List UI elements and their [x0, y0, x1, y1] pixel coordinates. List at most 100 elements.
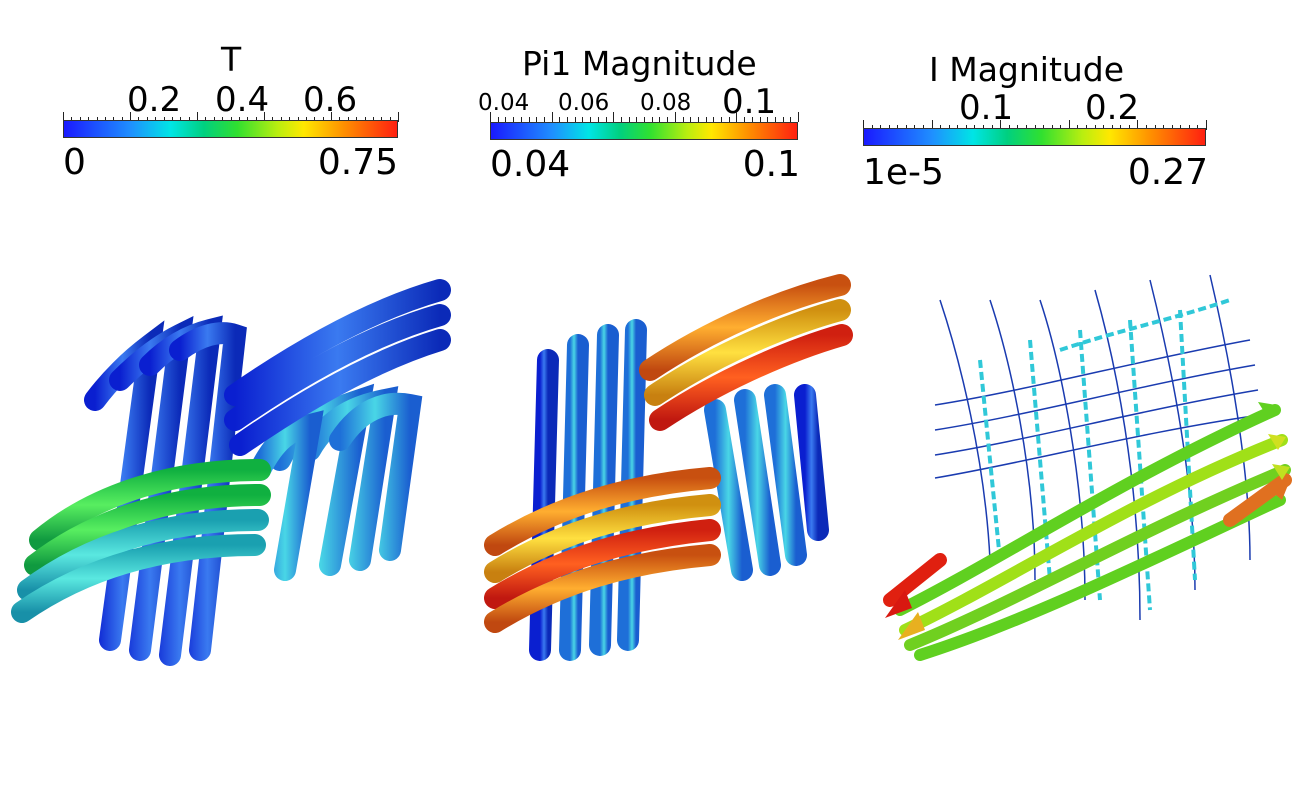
legend-tick: [744, 117, 746, 122]
legend-tick: [728, 117, 730, 122]
legend-top-label: 0.4: [215, 80, 270, 120]
color-bar: [863, 128, 1206, 146]
legend-top-label: 0.2: [127, 80, 182, 120]
legend-tick: [520, 117, 522, 122]
legend-tick: [171, 117, 173, 122]
legend-tick: [505, 117, 507, 122]
legend-tick: [628, 117, 630, 122]
legend-tick: [1163, 125, 1165, 130]
legend-tick: [96, 117, 98, 122]
legend-tick: [1145, 125, 1147, 130]
legend-tick: [297, 117, 299, 122]
legend-tick: [782, 117, 784, 122]
legend-tick: [1085, 125, 1087, 130]
legend-tick: [605, 117, 607, 122]
legend-tick: [948, 125, 950, 130]
legend-tick: [613, 112, 615, 122]
legend-tick: [130, 112, 131, 122]
legend-tick: [1197, 125, 1199, 130]
legend-tick: [71, 117, 73, 122]
legend-tick: [205, 117, 207, 122]
legend-tick: [1000, 120, 1002, 130]
legend-tick: [1051, 125, 1053, 130]
legend-tick: [490, 112, 491, 122]
panel-temperature: [11, 279, 451, 666]
weft-tubes-upper: [224, 279, 451, 456]
legend-min-label: 0.04: [490, 144, 571, 185]
legend-tick: [222, 117, 224, 122]
legend-tick: [690, 117, 692, 122]
legend-tick: [567, 117, 568, 122]
panel-i-magnitude: [883, 274, 1292, 661]
legend-tick: [897, 125, 899, 130]
legend-top-label: 0.08: [640, 90, 692, 116]
legend-tick: [1094, 125, 1096, 130]
legend-tick: [620, 117, 622, 122]
legend-tick: [1025, 125, 1027, 130]
legend-top-label: 0.2: [1085, 88, 1140, 128]
legend-tick: [923, 125, 925, 130]
legend-tick: [790, 117, 792, 122]
legend-tick: [1111, 125, 1113, 130]
legend-tick: [1017, 125, 1019, 130]
legend-tick: [289, 117, 291, 122]
legend-tick: [322, 117, 324, 122]
legend-tick: [213, 117, 215, 122]
legend-tick: [551, 112, 553, 122]
color-bar: [490, 122, 798, 140]
legend-tick: [1171, 125, 1173, 130]
legend-min-label: 0: [63, 142, 86, 183]
legend-top-label: 0.6: [303, 80, 358, 120]
legend-tick: [697, 117, 699, 122]
legend-tick: [759, 117, 761, 122]
legend-tick: [798, 112, 799, 122]
legend-tick: [991, 125, 993, 130]
legend-tick: [347, 117, 349, 122]
legend-tick: [1008, 125, 1010, 130]
legend-max-label: 0.27: [1127, 152, 1208, 193]
legend-tick: [774, 117, 776, 122]
legend-tick: [79, 117, 81, 122]
legend-tick: [163, 117, 165, 122]
legend-top-label: 0.1: [959, 88, 1014, 128]
legend-tick: [1180, 125, 1182, 130]
weft-tubes-lower: [11, 459, 271, 623]
legend-tick: [88, 117, 90, 122]
legend-tick: [1060, 125, 1062, 130]
legend-tick: [121, 117, 123, 122]
legend-tick: [1077, 125, 1079, 130]
legend-tick: [957, 125, 959, 130]
legend-tick: [1103, 125, 1105, 130]
legend-tick: [389, 117, 391, 122]
legend-tick: [871, 125, 873, 130]
legend-tick: [339, 117, 341, 122]
legend-pi1-magnitude: Pi1 Magnitude 0.04 0.06 0.08 0.1 0.04 0.…: [478, 40, 800, 190]
arrow-heads: [885, 402, 1290, 640]
legend-tick: [914, 125, 916, 130]
legend-tick: [372, 117, 374, 122]
legend-tick: [574, 117, 576, 122]
legend-tick: [559, 117, 561, 122]
legend-tick: [965, 125, 967, 130]
legend-tick: [1154, 125, 1156, 130]
legend-tick: [1128, 125, 1130, 130]
legend-tick: [940, 125, 942, 130]
legend-tick: [1137, 120, 1139, 130]
color-bar: [63, 120, 398, 138]
legend-tick: [1068, 120, 1070, 130]
legend-tick: [104, 117, 106, 122]
arrow-streams: [883, 404, 1292, 661]
legend-tick: [272, 117, 274, 122]
legend-tick: [331, 112, 332, 122]
legend-tick: [364, 117, 366, 122]
legend-tick: [146, 117, 148, 122]
legend-tick: [381, 117, 383, 122]
legend-top-label: 0.1: [722, 82, 777, 122]
legend-tick: [905, 125, 907, 130]
legend-tick: [880, 125, 882, 130]
legend-tick: [497, 117, 499, 122]
legend-tick: [528, 117, 530, 122]
legend-tick: [180, 117, 182, 122]
legend-tick: [983, 125, 985, 130]
